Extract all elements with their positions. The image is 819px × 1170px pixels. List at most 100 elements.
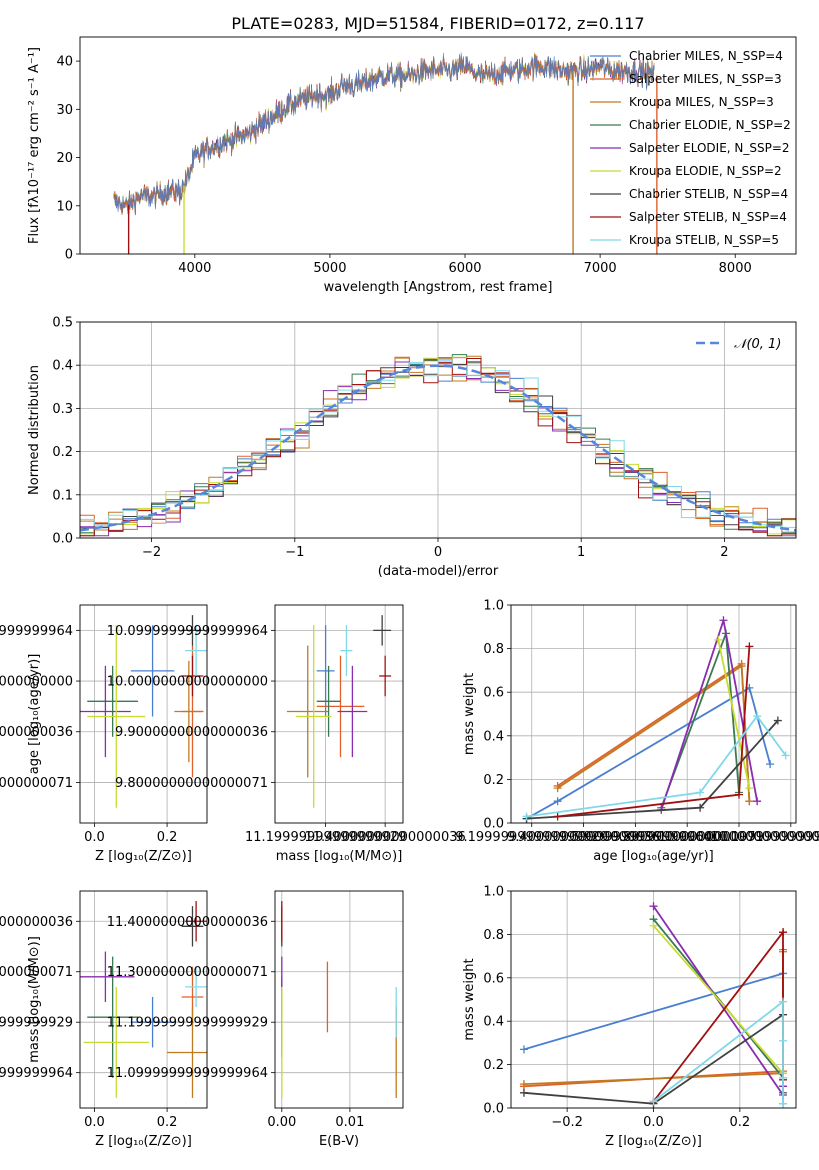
y-axis-label: mass weight <box>462 673 477 755</box>
x-tick-label: 6000 <box>448 261 481 276</box>
y-tick-label: 0.6 <box>483 686 504 701</box>
legend-entry: Kroupa MILES, N_SSP=3 <box>629 95 774 109</box>
y-tick-label: 11.40000000000000036 <box>107 915 268 930</box>
x-tick-label: 9.40000000000000036 <box>507 830 660 845</box>
axes-frame <box>274 890 404 1109</box>
y-tick-label: 0.2 <box>483 1058 504 1073</box>
spectrum-line <box>113 52 655 216</box>
y-tick-label: 9.80000000000000071 <box>0 776 73 791</box>
x-tick-label: 5000 <box>313 261 346 276</box>
legend-entry: Chabrier ELODIE, N_SSP=2 <box>629 118 791 132</box>
series-line <box>652 925 784 1074</box>
legend-entry: Chabrier STELIB, N_SSP=4 <box>629 187 788 201</box>
x-tick-label: −1 <box>285 545 304 560</box>
series-marker <box>779 997 788 1006</box>
y-tick-label: 0.0 <box>483 817 504 832</box>
y-tick-label: 0.4 <box>483 1015 504 1030</box>
y-tick-label: 11.40000000000000036 <box>0 915 73 930</box>
y-tick-label: 11.19999999999999929 <box>0 1016 73 1031</box>
series-marker <box>714 635 723 644</box>
legend-entry: Salpeter ELODIE, N_SSP=2 <box>629 141 790 155</box>
legend-entry: Kroupa STELIB, N_SSP=5 <box>629 233 779 247</box>
x-tick-label: 10.19999999999999929 <box>710 830 819 845</box>
y-tick-label: 0.6 <box>483 971 504 986</box>
y-tick-label: 0.4 <box>52 359 73 374</box>
series-marker <box>553 797 562 806</box>
y-tick-label: 0.0 <box>52 532 73 547</box>
y-tick-label: 0.2 <box>483 773 504 788</box>
series-marker <box>745 642 754 651</box>
x-tick-label: 0.01 <box>335 1115 364 1130</box>
x-axis-label: age [log₁₀(age/yr)] <box>593 849 714 864</box>
series-marker <box>522 812 531 821</box>
x-tick-label: 0.0 <box>84 1115 105 1130</box>
y-tick-label: 40 <box>56 55 73 70</box>
series-marker <box>753 712 762 721</box>
legend: 𝒩(0, 1) <box>696 337 781 352</box>
y-tick-label: 0 <box>65 248 73 263</box>
y-tick-label: 10.00000000000000000 <box>107 675 268 690</box>
x-tick-label: 0.2 <box>730 1115 751 1130</box>
series-marker <box>519 1080 528 1089</box>
axes-frame <box>79 890 208 1109</box>
axes-frame <box>510 890 797 1109</box>
plot-area-residuals <box>80 354 796 537</box>
y-tick-label: 0.3 <box>52 402 73 417</box>
axes-mass_vs_Z: 0.0 0.2 11.09999999999999964 11.19999999999… <box>0 891 207 1149</box>
axes-frame <box>79 36 797 255</box>
series-marker <box>696 788 705 797</box>
x-tick-label: 4000 <box>178 261 211 276</box>
x-tick-label: 0.0 <box>643 1115 664 1130</box>
x-axis-label: Z [log₁₀(Z/Z⊙)] <box>605 1134 702 1149</box>
series-marker <box>779 928 788 937</box>
series-marker <box>737 662 746 671</box>
x-tick-label: 8000 <box>719 261 752 276</box>
axes-frame <box>510 604 797 824</box>
y-axis-label: Normed distribution <box>27 365 42 495</box>
y-axis-label: age [log₁₀(age/yr)] <box>27 654 42 775</box>
x-axis-label: Z [log₁₀(Z/Z⊙)] <box>95 1134 192 1149</box>
x-tick-label: 11.40000000000000036 <box>304 830 465 845</box>
x-tick-label: 0.0 <box>84 830 105 845</box>
series-marker <box>719 616 728 625</box>
y-tick-label: 10 <box>56 199 73 214</box>
plot-area-age_vs_mass <box>286 615 392 808</box>
plot-area-mass_vs_Z <box>80 901 207 1098</box>
x-tick-label: 0.2 <box>157 1115 178 1130</box>
axes-frame <box>79 604 208 824</box>
y-tick-label: 1.0 <box>483 599 504 614</box>
x-tick-label: 9.59999999999999964 <box>559 830 712 845</box>
plot-area-age_vs_Z <box>80 615 207 808</box>
series-marker <box>781 751 790 760</box>
series-marker <box>553 784 562 793</box>
x-axis-label: E(B-V) <box>319 1134 359 1149</box>
series-marker <box>696 803 705 812</box>
legend-entry: Salpeter MILES, N_SSP=3 <box>629 72 782 86</box>
y-axis-label: Flux [fλ10⁻¹⁷ erg cm⁻² s⁻¹ A⁻¹] <box>27 47 42 244</box>
axes-frame <box>274 604 404 824</box>
plot-area-weight_vs_Z <box>519 902 788 1108</box>
y-axis-label: mass weight <box>462 958 477 1040</box>
x-axis-label: (data-model)/error <box>378 564 499 579</box>
series-marker <box>519 1045 528 1054</box>
series-marker <box>519 1088 528 1097</box>
series-marker <box>649 1097 658 1106</box>
x-tick-label: 11.19999999999999929 <box>245 830 406 845</box>
axes-spectrum: 4000 5000 6000 7000 8000 0 10 20 30 40 wavelength … <box>27 47 752 295</box>
y-tick-label: 10.09999999999999964 <box>0 624 73 639</box>
x-tick-label: 0.00 <box>267 1115 296 1130</box>
x-tick-label: 7000 <box>584 261 617 276</box>
y-tick-label: 0.5 <box>52 316 73 331</box>
figure-title: PLATE=0283, MJD=51584, FIBERID=0172, z=0… <box>231 14 644 33</box>
series-marker <box>745 784 754 793</box>
series-line <box>526 714 787 818</box>
x-tick-label: 10.00000000000000000 <box>658 830 819 845</box>
y-tick-label: 10.00000000000000000 <box>0 675 73 690</box>
axes-weight_vs_Z: −0.2 0.0 0.2 0.0 0.2 0.4 0.6 0.8 1.0 Z [log₁₀(Z/Z… <box>462 885 796 1149</box>
y-tick-label: 0.0 <box>483 1102 504 1117</box>
y-tick-label: 9.80000000000000071 <box>115 776 268 791</box>
series-marker <box>779 1073 788 1082</box>
series-marker <box>649 902 658 911</box>
y-tick-label: 0.1 <box>52 488 73 503</box>
legend-entry: 𝒩(0, 1) <box>734 337 781 352</box>
